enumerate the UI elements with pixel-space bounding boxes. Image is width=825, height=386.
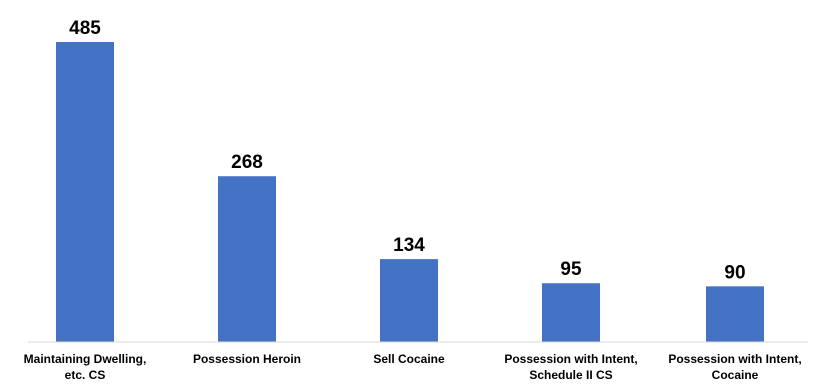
- data-label-4: 90: [724, 262, 745, 283]
- bar-4: [706, 286, 764, 342]
- category-label-1-line-0: Possession Heroin: [193, 352, 301, 366]
- category-label-3-line-0: Possession with Intent,: [504, 352, 637, 366]
- category-labels-group: Maintaining Dwelling, etc. CS Possession H…: [24, 352, 802, 382]
- data-label-3: 95: [560, 259, 582, 280]
- bar-2: [380, 259, 438, 342]
- category-label-4-line-0: Possession with Intent,: [668, 352, 801, 366]
- data-label-1: 268: [231, 152, 263, 173]
- data-labels-group: 485 268 134 95 90: [69, 18, 745, 283]
- category-label-0-line-0: Maintaining Dwelling,: [24, 352, 147, 366]
- bar-3: [542, 283, 600, 342]
- category-label-2-line-0: Sell Cocaine: [373, 352, 445, 366]
- category-label-0-line-1: etc. CS: [65, 368, 106, 382]
- data-label-2: 134: [393, 235, 425, 256]
- bar-1: [218, 176, 276, 342]
- data-label-0: 485: [69, 18, 101, 39]
- category-label-4-line-1: Cocaine: [712, 368, 759, 382]
- bars-group: [56, 42, 764, 342]
- category-label-3-line-1: Schedule II CS: [529, 368, 612, 382]
- bar-0: [56, 42, 114, 342]
